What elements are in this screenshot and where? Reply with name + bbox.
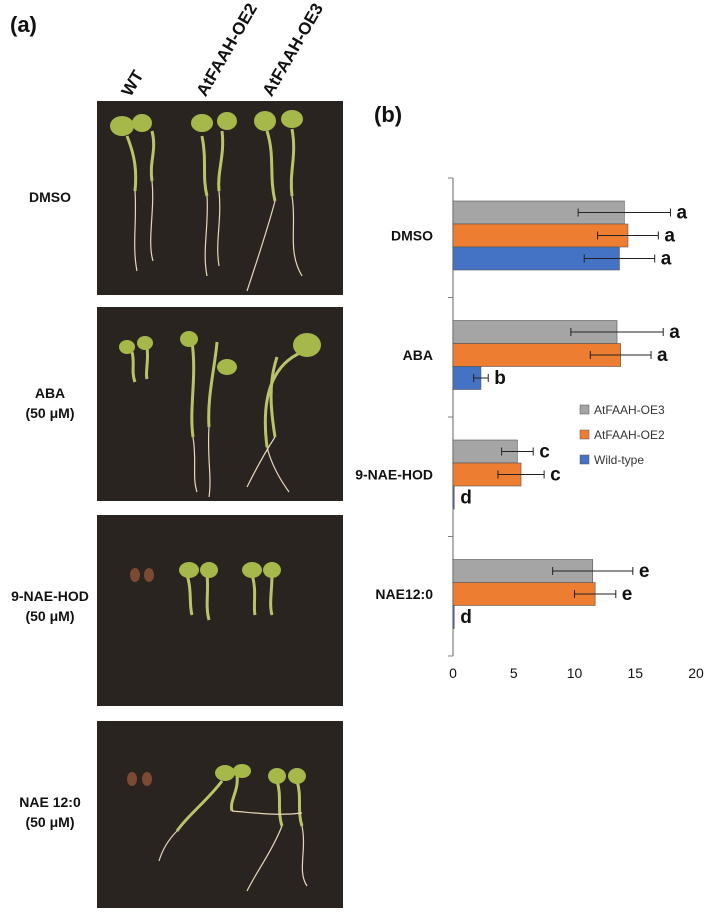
- row-label-aba-text: ABA: [34, 385, 66, 401]
- x-tick-label: 5: [510, 665, 518, 681]
- row-label-9-nae-hod: 9-NAE-HOD (50 μM): [0, 586, 105, 626]
- row-label-aba-conc: (50 μM): [25, 405, 75, 421]
- category-label: NAE12:0: [375, 586, 433, 602]
- row-label-nae12-conc: (50 μM): [25, 814, 75, 830]
- category-label: DMSO: [391, 228, 433, 244]
- seedling-photo-aba: [97, 307, 343, 501]
- bar: [452, 485, 455, 510]
- row-label-9-nae-hod-conc: (50 μM): [25, 608, 75, 624]
- row-label-nae12: NAE 12:0 (50 μM): [0, 792, 105, 832]
- legend-swatch: [579, 454, 590, 465]
- significance-letter: a: [676, 203, 687, 224]
- significance-letter: a: [664, 226, 675, 247]
- row-label-nae12-text: NAE 12:0: [19, 794, 81, 810]
- column-label-oe2: AtFAAH-OE2: [192, 0, 262, 100]
- significance-letter: d: [460, 607, 472, 628]
- significance-letter: a: [661, 249, 672, 270]
- x-tick-label: 15: [627, 665, 643, 681]
- panel-b-label: (b): [374, 102, 403, 127]
- significance-letter: a: [657, 345, 668, 366]
- column-label-oe3: AtFAAH-OE3: [258, 0, 328, 100]
- significance-letter: c: [550, 465, 561, 486]
- column-label-wt: WT: [117, 67, 148, 100]
- row-label-dmso-text: DMSO: [29, 189, 71, 205]
- x-tick-label: 0: [449, 665, 457, 681]
- bar-chart: 0 5 10 15 20DMSOaaaABAaab9-NAE-HODccdNAE12:0…: [355, 177, 704, 681]
- legend-entry: Wild-type: [594, 453, 644, 467]
- bar: [452, 605, 455, 629]
- significance-letter: c: [539, 442, 550, 463]
- bar: [452, 582, 596, 606]
- seedling-photo-9-nae-hod: [97, 515, 343, 706]
- legend-swatch: [579, 429, 590, 440]
- significance-letter: e: [622, 584, 633, 605]
- significance-letter: d: [460, 488, 472, 509]
- significance-letter: a: [669, 322, 680, 343]
- legend-entry: AtFAAH-OE3: [594, 403, 665, 417]
- x-tick-label: 20: [688, 665, 704, 681]
- category-label: ABA: [403, 347, 433, 363]
- legend-swatch: [579, 404, 590, 415]
- category-label: 9-NAE-HOD: [355, 467, 433, 483]
- seedling-photo-dmso: [97, 101, 343, 295]
- panel-a-label: (a): [10, 12, 37, 37]
- row-label-aba: ABA (50 μM): [0, 383, 105, 423]
- row-label-dmso: DMSO: [0, 187, 105, 207]
- significance-letter: b: [494, 368, 506, 389]
- significance-letter: e: [639, 561, 650, 582]
- x-tick-label: 10: [567, 665, 583, 681]
- seedling-photo-nae12: [97, 721, 343, 908]
- row-label-9-nae-hod-text: 9-NAE-HOD: [11, 588, 89, 604]
- legend-entry: AtFAAH-OE2: [594, 428, 665, 442]
